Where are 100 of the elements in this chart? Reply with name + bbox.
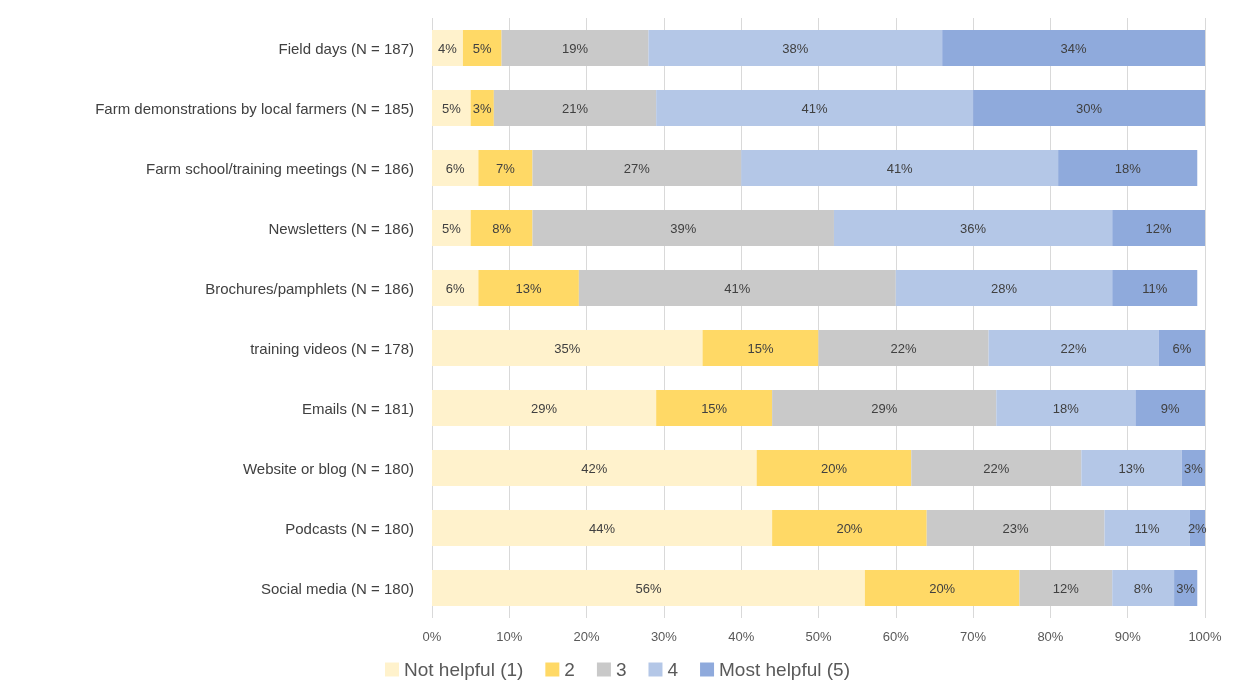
bar	[432, 270, 479, 306]
x-tick-label: 0%	[422, 629, 442, 644]
bar	[1019, 570, 1113, 606]
bar	[432, 330, 703, 366]
data-label: 3%	[472, 100, 493, 116]
data-label: 12%	[1145, 220, 1173, 236]
bar	[493, 90, 657, 126]
bar	[432, 450, 757, 486]
bar	[1058, 150, 1198, 186]
bar	[996, 390, 1136, 426]
data-label: 6%	[445, 280, 466, 296]
y-tick-label: Farm demonstrations by local farmers (N = 185)	[95, 99, 414, 117]
data-label: 9%	[1160, 400, 1181, 416]
data-label: 41%	[886, 160, 914, 176]
bar	[432, 570, 865, 606]
bar	[656, 90, 974, 126]
legend-label: 2	[564, 659, 575, 680]
data-label: 41%	[724, 280, 751, 296]
bar	[926, 510, 1105, 546]
bar	[432, 510, 773, 546]
legend-label: Most helpful (5)	[719, 659, 850, 680]
data-label: 41%	[801, 100, 829, 116]
data-label: 22%	[890, 340, 917, 356]
data-label: 3%	[1176, 580, 1196, 596]
bar	[501, 30, 649, 66]
data-label: 13%	[1118, 460, 1146, 476]
bar	[702, 330, 819, 366]
bar	[1112, 270, 1198, 306]
data-label: 15%	[747, 340, 774, 356]
data-label: 6%	[1172, 340, 1192, 356]
bar	[470, 210, 533, 246]
bar	[1081, 450, 1182, 486]
bar	[462, 30, 502, 66]
y-tick-label: Podcasts (N = 180)	[285, 519, 414, 537]
bar	[864, 570, 1020, 606]
data-label: 11%	[1134, 520, 1160, 536]
x-tick-label: 30%	[650, 629, 678, 644]
y-tick-label: Website or blog (N = 180)	[242, 459, 414, 477]
bar	[1135, 390, 1205, 426]
data-label: 21%	[561, 100, 589, 116]
x-tick-label: 100%	[1188, 629, 1223, 644]
x-tick-label: 90%	[1114, 629, 1142, 644]
data-label: 8%	[1133, 580, 1153, 596]
bar	[432, 30, 463, 66]
data-label: 7%	[496, 160, 516, 176]
bar	[741, 150, 1059, 186]
legend-label: 3	[615, 659, 627, 680]
legend-label: 4	[667, 659, 679, 680]
data-label: 22%	[1060, 340, 1088, 356]
bar	[648, 30, 943, 66]
bar	[1112, 210, 1205, 246]
data-label: 20%	[836, 520, 863, 536]
bar	[772, 390, 997, 426]
data-label: 20%	[929, 580, 956, 596]
y-tick-label: Brochures/pamphlets (N = 186)	[205, 279, 414, 297]
data-label: 29%	[531, 400, 558, 416]
data-label: 36%	[960, 220, 987, 236]
data-label: 12%	[1052, 580, 1080, 596]
y-tick-label: Newsletters (N = 186)	[268, 219, 414, 237]
data-label: 6%	[445, 160, 466, 176]
data-label: 39%	[670, 220, 697, 236]
bar	[895, 270, 1113, 306]
data-label: 35%	[554, 340, 581, 356]
bar	[432, 210, 471, 246]
data-label: 8%	[492, 220, 512, 236]
data-label: 38%	[782, 40, 809, 56]
data-label: 5%	[472, 40, 493, 56]
data-label: 5%	[441, 220, 462, 236]
data-label: 56%	[635, 580, 662, 596]
data-label: 19%	[561, 40, 589, 56]
data-label: 3%	[1184, 460, 1204, 476]
bar	[1158, 330, 1205, 366]
bar	[833, 210, 1113, 246]
data-label: 42%	[581, 460, 608, 476]
data-label: 20%	[820, 460, 848, 476]
data-label: 34%	[1060, 40, 1088, 56]
bar	[1112, 570, 1175, 606]
data-label: 27%	[623, 160, 651, 176]
bar	[772, 510, 927, 546]
data-label: 23%	[1002, 520, 1030, 536]
data-label: 13%	[515, 280, 543, 296]
x-tick-label: 10%	[496, 629, 523, 644]
legend-label: Not helpful (1)	[404, 659, 524, 680]
data-label: 2%	[1187, 520, 1208, 536]
bar	[532, 210, 834, 246]
bar	[432, 150, 479, 186]
bar	[818, 330, 989, 366]
data-label: 4%	[438, 40, 458, 56]
data-label: 29%	[871, 400, 898, 416]
data-label: 44%	[589, 520, 616, 536]
bar	[578, 270, 896, 306]
data-label: 15%	[701, 400, 728, 416]
data-label: 18%	[1114, 160, 1142, 176]
bar	[1104, 510, 1190, 546]
bar	[532, 150, 742, 186]
bar	[432, 90, 471, 126]
data-label: 5%	[441, 100, 462, 116]
bar	[988, 330, 1159, 366]
data-label: 11%	[1142, 280, 1168, 296]
bar	[432, 390, 657, 426]
